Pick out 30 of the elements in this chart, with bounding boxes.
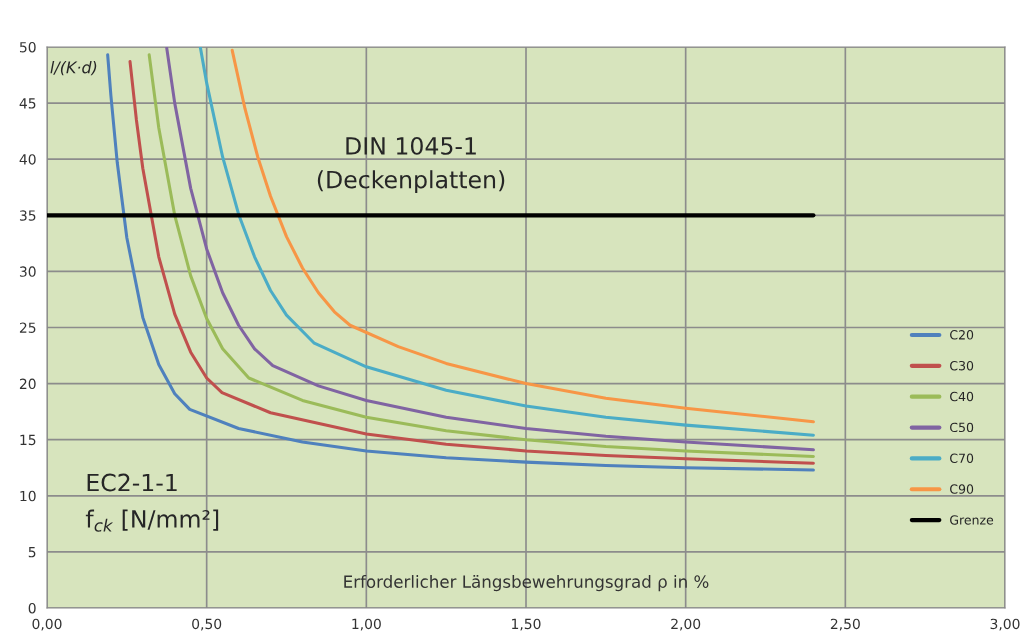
y-tick-label: 5: [28, 547, 36, 558]
legend-label: Grenze: [950, 515, 994, 525]
legend-label: C20: [950, 330, 974, 340]
y-tick-label: 50: [19, 41, 36, 53]
x-tick-label: 3,00: [990, 618, 1020, 631]
legend-label: C50: [950, 422, 974, 433]
legend-label: C40: [950, 391, 974, 402]
x-tick-label: 2,50: [830, 618, 860, 631]
annotation: f$_{ck}$ [N/mm²]: [85, 509, 219, 532]
x-tick-label: 0,50: [192, 618, 222, 631]
legend-label: C30: [950, 360, 974, 371]
y-tick-label: 30: [19, 266, 36, 277]
y-axis-title: l/(K·d): [50, 61, 97, 76]
y-tick-label: 10: [20, 490, 36, 502]
x-tick-label: 2,00: [671, 618, 701, 631]
annotation: EC2-1-1: [87, 473, 177, 492]
y-tick-label: 45: [19, 98, 36, 109]
legend-label: C70: [950, 453, 974, 463]
y-tick-label: 35: [19, 210, 36, 221]
x-axis-title: Erforderlicher Längsbewehrungsgrad ρ in %: [344, 575, 709, 592]
annotation: DIN 1045-1 (Deckenplatten): [317, 136, 505, 194]
x-tick-label: 1,50: [512, 618, 541, 631]
x-tick-label: 0,00: [32, 618, 62, 631]
y-tick-label: 25: [19, 322, 36, 333]
y-tick-label: 20: [19, 378, 36, 390]
y-tick-label: 0: [28, 602, 36, 614]
legend-label: C90: [950, 484, 974, 494]
y-tick-label: 40: [19, 154, 36, 165]
y-tick-label: 15: [20, 434, 36, 446]
x-tick-label: 1,00: [352, 618, 381, 631]
